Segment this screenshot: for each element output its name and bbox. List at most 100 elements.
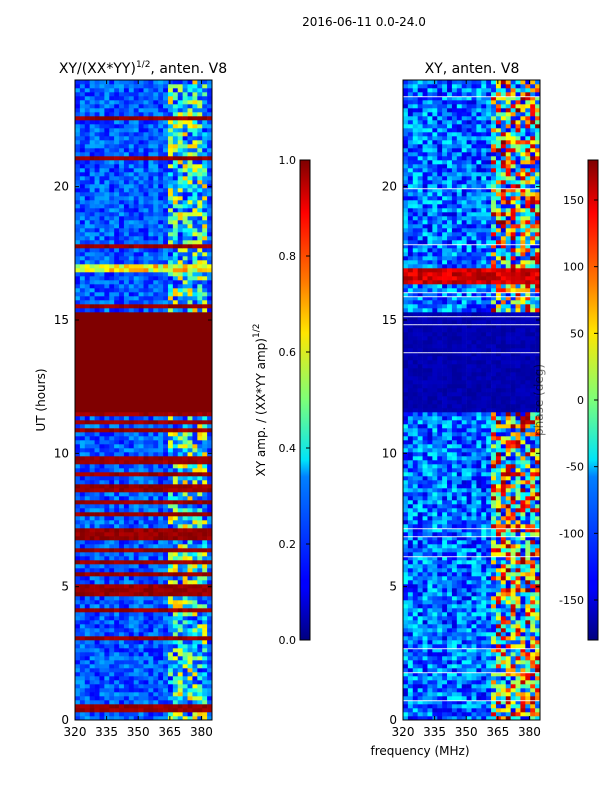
phase-cell <box>432 588 438 593</box>
amplitude-cell <box>123 580 130 585</box>
amplitude-cell <box>109 596 115 601</box>
amplitude-cell <box>167 144 174 149</box>
amplitude-cell <box>158 308 164 313</box>
amplitude-cell <box>187 116 193 121</box>
amplitude-cell <box>182 84 188 89</box>
amplitude-cell <box>114 292 120 297</box>
phase-cell <box>510 604 516 609</box>
amplitude-cell <box>89 300 95 305</box>
amplitude-cell <box>187 276 193 281</box>
amplitude-cell <box>99 500 105 505</box>
amplitude-cell <box>192 688 198 693</box>
phase-cell <box>510 636 516 641</box>
amplitude-cell <box>99 444 105 449</box>
amplitude-cell <box>104 504 110 509</box>
phase-cell <box>505 688 511 693</box>
amplitude-cell <box>172 80 179 85</box>
amplitude-cell <box>123 560 130 565</box>
phase-cell <box>417 660 423 665</box>
amplitude-cell <box>197 440 203 445</box>
amplitude-cell <box>123 688 130 693</box>
amplitude-cell <box>177 88 183 93</box>
amplitude-cell <box>104 708 110 713</box>
phase-cell <box>442 572 448 577</box>
amplitude-cell <box>177 684 183 689</box>
amplitude-cell <box>143 156 149 161</box>
amplitude-cell <box>119 160 125 165</box>
amplitude-cell <box>177 212 183 217</box>
amplitude-cell <box>84 188 90 193</box>
amplitude-cell <box>143 424 149 429</box>
phase-cell <box>442 660 448 665</box>
amplitude-cell <box>202 244 208 249</box>
amplitude-cell <box>79 240 86 245</box>
amplitude-cell <box>75 508 81 513</box>
amplitude-cell <box>114 156 120 161</box>
amplitude-cell <box>177 292 183 297</box>
amplitude-cell <box>158 432 164 437</box>
phase-cell <box>520 648 526 653</box>
phase-cell <box>530 636 536 641</box>
amplitude-cell <box>192 708 198 713</box>
amplitude-cell <box>143 92 149 97</box>
phase-cell <box>466 556 472 561</box>
phase-cell <box>471 684 477 689</box>
amplitude-cell <box>143 220 149 225</box>
amplitude-cell <box>163 152 169 157</box>
phase-cell <box>422 588 428 593</box>
amplitude-cell <box>163 560 169 565</box>
amplitude-cell <box>123 624 130 629</box>
amplitude-cell <box>104 508 110 513</box>
amplitude-cell <box>153 460 159 465</box>
amplitude-cell <box>167 92 174 97</box>
amplitude-cell <box>84 148 90 153</box>
amplitude-cell <box>158 416 164 421</box>
amplitude-cell <box>109 296 115 301</box>
amplitude-cell <box>119 544 125 549</box>
amplitude-cell <box>79 84 86 89</box>
amplitude-cell <box>99 428 105 433</box>
amplitude-cell <box>104 424 110 429</box>
amplitude-cell <box>197 648 203 653</box>
amplitude-cell <box>109 272 115 277</box>
amplitude-cell <box>133 588 139 593</box>
amplitude-cell <box>182 416 188 421</box>
amplitude-cell <box>138 452 144 457</box>
phase-cell <box>466 704 472 709</box>
phase-cell <box>437 608 443 613</box>
amplitude-cell <box>123 692 130 697</box>
amplitude-cell <box>153 600 159 605</box>
amplitude-cell <box>172 152 179 157</box>
amplitude-cell <box>143 508 149 513</box>
amplitude-cell <box>89 180 95 185</box>
phase-cell <box>491 712 497 717</box>
colorbar-tick-label: 0.8 <box>279 250 297 263</box>
amplitude-cell <box>187 164 193 169</box>
phase-cell <box>437 656 443 661</box>
amplitude-cell <box>123 516 130 521</box>
amplitude-cell <box>153 644 159 649</box>
amplitude-cell <box>128 656 135 661</box>
phase-cell <box>491 608 497 613</box>
amplitude-cell <box>177 100 183 105</box>
amplitude-cell <box>177 204 183 209</box>
amplitude-cell <box>89 700 95 705</box>
amplitude-cell <box>79 140 86 145</box>
phase-cell <box>403 660 409 665</box>
phase-cell <box>437 716 443 721</box>
amplitude-cell <box>128 648 135 653</box>
amplitude-cell <box>133 716 139 721</box>
amplitude-cell <box>109 568 115 573</box>
amplitude-cell <box>114 132 120 137</box>
amplitude-cell <box>119 588 125 593</box>
amplitude-cell <box>104 532 110 537</box>
phase-cell <box>491 688 497 693</box>
amplitude-cell <box>79 224 86 229</box>
amplitude-cell <box>197 436 203 441</box>
amplitude-cell <box>84 120 90 125</box>
amplitude-cell <box>207 112 213 117</box>
amplitude-cell <box>143 452 149 457</box>
amplitude-cell <box>172 180 179 185</box>
amplitude-cell <box>207 572 213 577</box>
